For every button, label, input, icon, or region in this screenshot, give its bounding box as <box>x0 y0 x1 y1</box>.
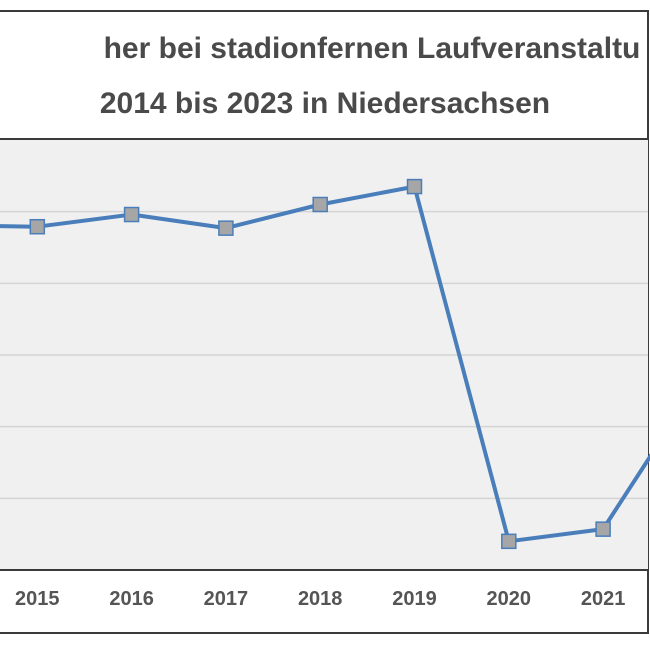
chart-title-line-2: 2014 bis 2023 in Niedersachsen <box>99 87 551 120</box>
x-tick-label: 2019 <box>392 588 437 610</box>
x-tick-label: 2020 <box>487 588 532 610</box>
data-point-marker <box>218 220 234 236</box>
x-tick-label: 2021 <box>581 588 626 610</box>
chart-title: her bei stadionfernen Laufveranstaltu 20… <box>0 10 650 138</box>
x-tick-label: 2016 <box>109 588 154 610</box>
data-point-marker <box>501 533 517 550</box>
data-point-marker <box>312 196 328 213</box>
x-tick-label: 2018 <box>298 588 343 610</box>
x-tick-label: 2017 <box>204 588 249 610</box>
data-point-marker <box>123 206 140 223</box>
data-point-marker <box>29 218 46 235</box>
x-tick-label: 2015 <box>15 588 60 610</box>
chart-title-line-1: her bei stadionfernen Laufveranstaltu <box>103 32 641 65</box>
data-point-marker <box>406 178 423 195</box>
marker-group <box>29 178 611 550</box>
data-point-marker <box>595 521 611 537</box>
x-tick-labels: 201420152016201720182019202020212022 <box>15 588 626 610</box>
